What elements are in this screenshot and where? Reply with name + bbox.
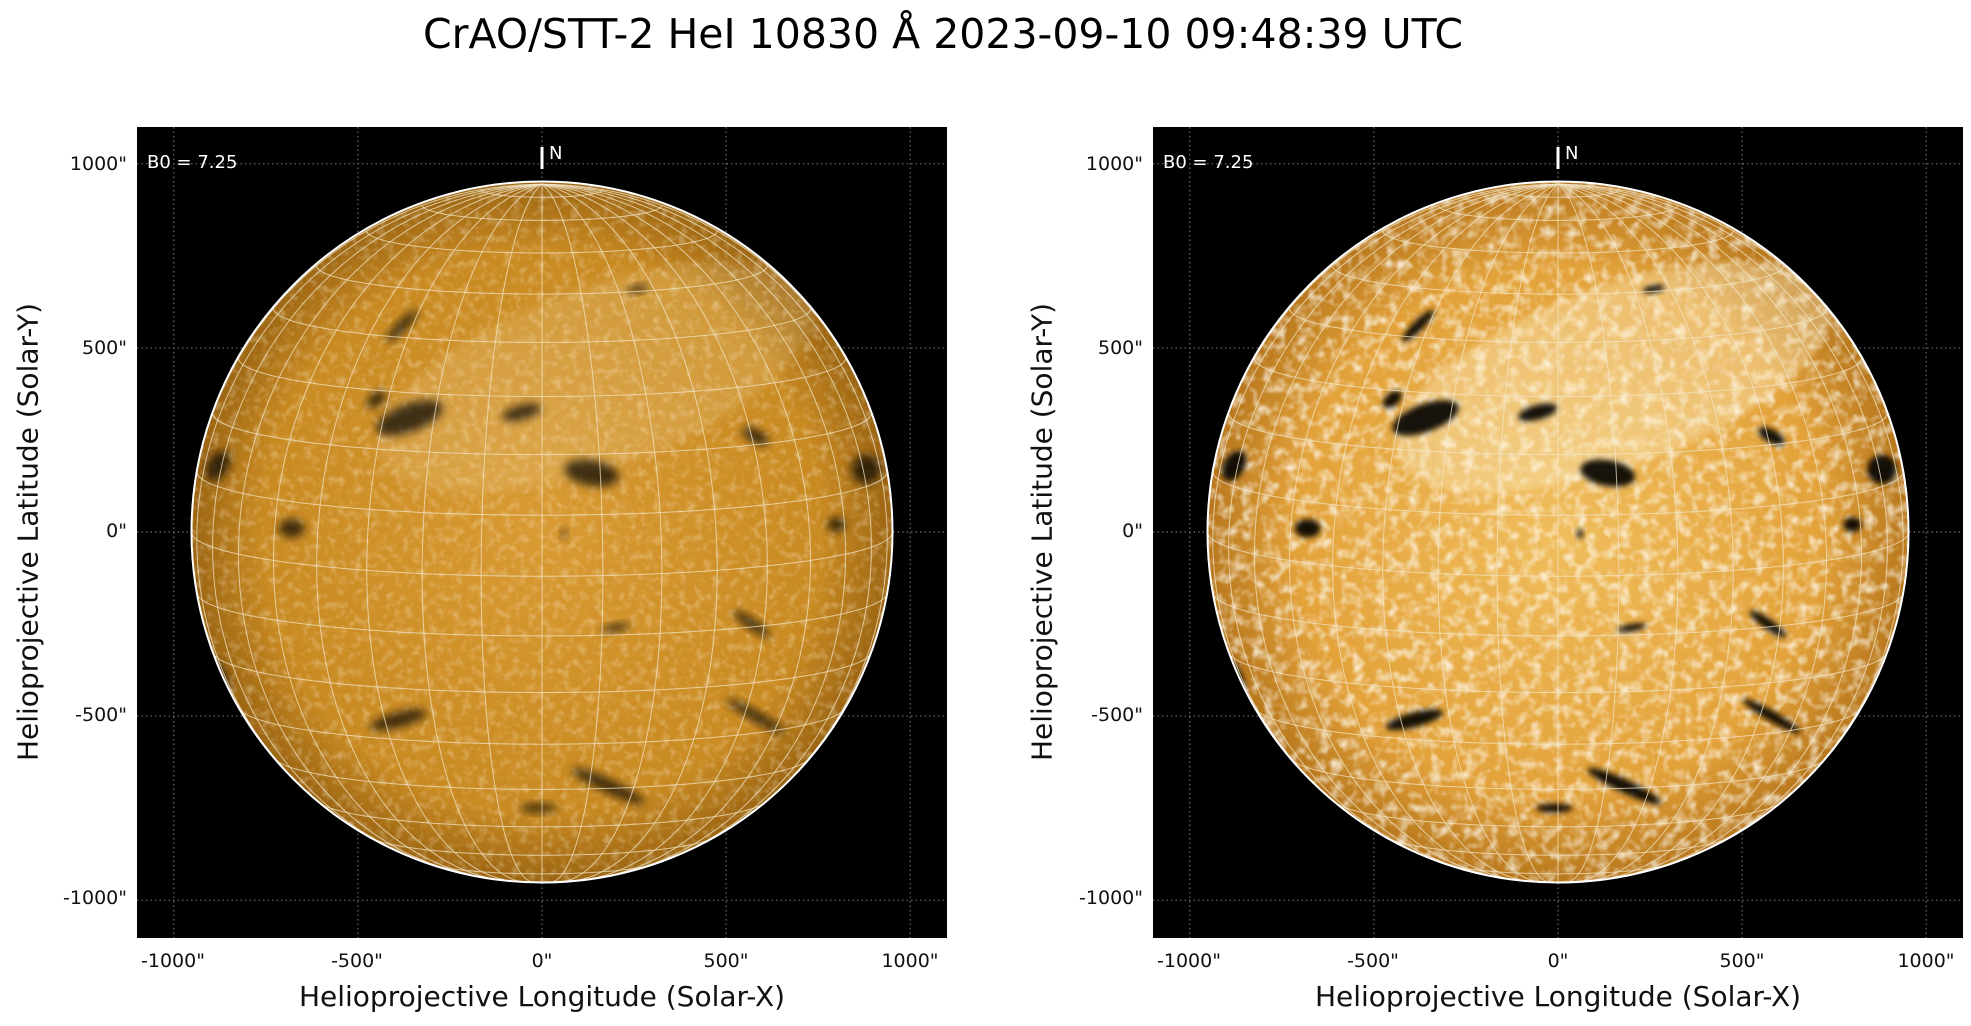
right-filament xyxy=(1617,623,1647,633)
right-filament xyxy=(1518,403,1558,422)
right-y-tick: 500" xyxy=(1097,337,1143,359)
left-filament xyxy=(369,709,427,731)
right-y-tick: 1000" xyxy=(1085,153,1143,175)
left-filament xyxy=(278,519,305,538)
right-filament xyxy=(1382,390,1402,409)
left-filament xyxy=(733,610,771,638)
right-x-tick: 500" xyxy=(1719,950,1765,972)
left-filament xyxy=(827,517,846,532)
left-y-tick: -500" xyxy=(75,704,127,726)
left-filament xyxy=(205,450,231,481)
right-filament xyxy=(1867,454,1897,485)
right-x-axis-label: Helioprojective Longitude (Solar-X) xyxy=(1314,980,1802,1013)
left-filament xyxy=(366,390,386,409)
left-y-tick: 0" xyxy=(106,520,127,542)
right-x-tick: 1000" xyxy=(1897,950,1955,972)
right-x-tick: 0" xyxy=(1547,950,1569,972)
left-north-label: N xyxy=(549,143,563,164)
right-filament xyxy=(1758,426,1785,446)
left-filament xyxy=(502,403,542,422)
right-heliographic-grid xyxy=(1207,183,1909,883)
right-solar-limb xyxy=(1206,180,1910,884)
right-filament xyxy=(1221,450,1247,481)
left-y-tick: -1000" xyxy=(63,887,127,909)
left-y-axis-label: Helioprojective Latitude (Solar-Y) xyxy=(11,302,45,762)
right-filament xyxy=(1742,698,1801,734)
left-x-tick: 500" xyxy=(703,950,749,972)
right-filament xyxy=(1843,517,1862,532)
right-b0-annotation: B0 = 7.25 xyxy=(1163,152,1254,173)
left-filament xyxy=(601,623,631,633)
right-filament xyxy=(1749,610,1787,638)
left-filament xyxy=(742,426,769,446)
right-y-tick: 0" xyxy=(1122,520,1143,542)
left-x-tick: 0" xyxy=(531,950,553,972)
right-filament xyxy=(1577,528,1584,539)
left-solar-image-panel xyxy=(137,127,947,938)
left-filament xyxy=(376,400,443,436)
left-filament xyxy=(519,803,557,813)
right-north-label: N xyxy=(1565,143,1579,164)
right-filament xyxy=(1535,803,1573,813)
left-x-tick: 1000" xyxy=(881,950,939,972)
left-solar-limb xyxy=(190,180,894,884)
right-x-tick: -500" xyxy=(1347,950,1399,972)
right-y-tick: -500" xyxy=(1091,704,1143,726)
right-solar-image-panel xyxy=(1153,127,1963,938)
left-filament xyxy=(726,698,785,734)
right-x-tick: -1000" xyxy=(1157,950,1221,972)
right-y-tick: -1000" xyxy=(1079,887,1143,909)
left-x-axis-label: Helioprojective Longitude (Solar-X) xyxy=(298,980,786,1013)
left-filament xyxy=(571,767,646,805)
right-filament xyxy=(1392,400,1459,436)
right-filament xyxy=(1385,709,1443,731)
right-filament xyxy=(1402,309,1435,342)
right-filament xyxy=(1294,519,1321,538)
figure-title: CrAO/STT-2 HeI 10830 Å 2023-09-10 09:48:… xyxy=(423,10,1463,58)
right-filament xyxy=(1580,459,1635,487)
left-heliographic-grid xyxy=(191,183,893,883)
left-y-tick: 500" xyxy=(81,337,127,359)
right-y-axis-label: Helioprojective Latitude (Solar-Y) xyxy=(1025,302,1059,762)
right-filament xyxy=(1587,767,1662,805)
left-x-tick: -500" xyxy=(331,950,383,972)
left-solar-disk-plot xyxy=(137,127,947,938)
left-filament xyxy=(561,528,568,539)
left-filament xyxy=(386,309,419,342)
left-x-tick: -1000" xyxy=(141,950,205,972)
right-solar-disk-plot xyxy=(1153,127,1963,938)
left-filament xyxy=(851,454,881,485)
left-y-tick: 1000" xyxy=(69,153,127,175)
left-b0-annotation: B0 = 7.25 xyxy=(147,152,238,173)
left-filament xyxy=(564,459,619,487)
